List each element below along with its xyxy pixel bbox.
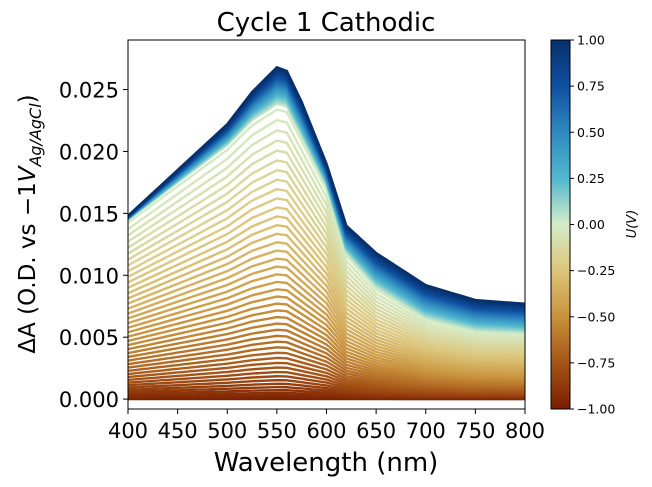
colorbar-tick-label: 0.25 bbox=[577, 171, 605, 186]
colorbar-label: U(V) bbox=[625, 210, 640, 239]
spectrum-line bbox=[128, 129, 525, 341]
y-tick-label: 0.015 bbox=[59, 202, 119, 226]
spectrum-line bbox=[128, 351, 525, 390]
plot-area bbox=[127, 39, 526, 410]
x-tick-label: 700 bbox=[406, 419, 446, 443]
spectrum-line bbox=[128, 309, 525, 381]
spectrum-line bbox=[128, 139, 525, 343]
spectrum-line bbox=[128, 334, 525, 387]
x-tick-label: 450 bbox=[158, 419, 198, 443]
colorbar-gradient bbox=[550, 39, 571, 410]
y-axis-label-suffix: ) bbox=[15, 94, 41, 103]
spectrum-line bbox=[128, 168, 525, 350]
spectrum-line bbox=[128, 206, 525, 358]
colorbar-tick-label: −1.00 bbox=[577, 402, 615, 417]
spectrum-line bbox=[128, 249, 525, 368]
series-lines bbox=[128, 65, 525, 401]
spectrum-line bbox=[128, 340, 525, 388]
spectrum-line bbox=[128, 187, 525, 354]
spectrum-line bbox=[128, 315, 525, 383]
spectrum-line bbox=[128, 302, 525, 380]
spectrum-line bbox=[128, 328, 525, 385]
x-tick-label: 600 bbox=[306, 419, 346, 443]
y-tick-label: 0.025 bbox=[59, 79, 119, 103]
spectrum-line bbox=[128, 197, 525, 356]
y-axis: 0.000 0.005 0.010 0.015 0.020 0.025 bbox=[59, 79, 128, 412]
spectrum-line bbox=[128, 265, 525, 371]
spectrum-line bbox=[128, 322, 525, 384]
spectrum-line bbox=[128, 356, 525, 392]
y-axis-label-var: V bbox=[15, 164, 41, 182]
x-tick-label: 750 bbox=[455, 419, 495, 443]
spectrum-line bbox=[128, 273, 525, 373]
spectrum-line bbox=[128, 159, 525, 348]
colorbar-tick-label: −0.25 bbox=[577, 263, 615, 278]
chart-title: Cycle 1 Cathodic bbox=[217, 8, 436, 38]
y-tick-label: 0.010 bbox=[59, 264, 119, 288]
x-tick-label: 400 bbox=[108, 419, 148, 443]
spectrum-line bbox=[128, 295, 525, 378]
spectrum-line bbox=[128, 223, 525, 362]
y-axis-label-prefix: ΔA (O.D. vs −1 bbox=[15, 182, 41, 353]
y-tick-label: 0.020 bbox=[59, 140, 119, 164]
spectrum-line bbox=[128, 288, 525, 376]
y-axis-label: ΔA (O.D. vs −1VAg/AgCl) bbox=[15, 94, 45, 353]
spectrum-line bbox=[128, 241, 525, 366]
x-tick-label: 550 bbox=[257, 419, 297, 443]
y-tick-label: 0.005 bbox=[59, 326, 119, 350]
spectrum-line bbox=[128, 178, 525, 352]
colorbar-tick-label: 0.75 bbox=[577, 79, 605, 94]
spectrum-line bbox=[128, 215, 525, 360]
colorbar-ticks: −1.00 −0.75 −0.50 −0.25 0.00 0.25 0.50 0.75 1.00 bbox=[570, 33, 615, 417]
x-tick-label: 500 bbox=[207, 419, 247, 443]
y-axis-label-subscript: Ag/AgCl bbox=[26, 103, 45, 168]
x-axis-label: Wavelength (nm) bbox=[214, 448, 439, 478]
colorbar-tick-label: 1.00 bbox=[577, 33, 605, 48]
x-tick-label: 650 bbox=[356, 419, 396, 443]
spectrum-line bbox=[128, 280, 525, 375]
spectrum-line bbox=[128, 361, 525, 393]
colorbar-tick-label: 0.50 bbox=[577, 125, 605, 140]
x-tick-label: 800 bbox=[505, 419, 545, 443]
spectrum-line bbox=[128, 118, 525, 339]
colorbar-tick-label: 0.00 bbox=[577, 217, 605, 232]
spectrum-line bbox=[128, 65, 525, 305]
colorbar: −1.00 −0.75 −0.50 −0.25 0.00 0.25 0.50 0.75 1.00… bbox=[550, 33, 640, 417]
colorbar-tick-label: −0.75 bbox=[577, 355, 615, 370]
spectrum-line bbox=[128, 149, 525, 345]
x-axis: 400 450 500 550 600 650 700 750 800 bbox=[108, 409, 545, 443]
colorbar-tick-label: −0.50 bbox=[577, 309, 615, 324]
spectrum-line bbox=[128, 257, 525, 370]
y-tick-label: 0.000 bbox=[59, 388, 119, 412]
spectrum-line bbox=[128, 232, 525, 364]
spectrum-line bbox=[128, 346, 525, 389]
